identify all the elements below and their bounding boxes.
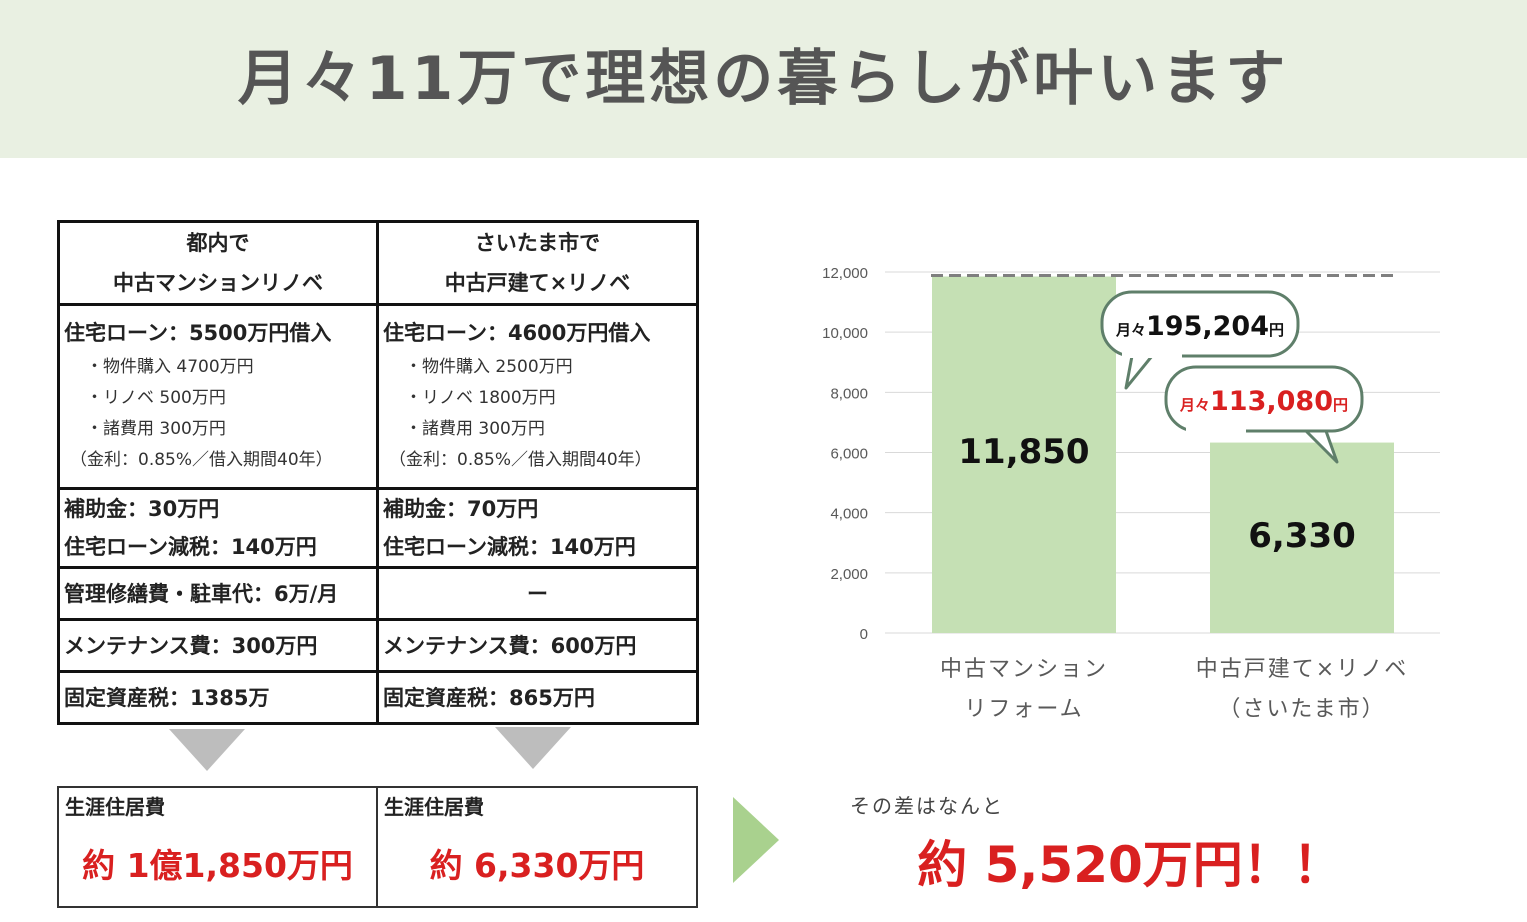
y-tick-label: 4,000: [830, 506, 868, 523]
management-cell: 管理修繕費・駐車代：6万/月: [57, 566, 379, 621]
y-tick-label: 8,000: [830, 385, 868, 402]
lifetime-cost-cell: 生涯住居費 約 6,330万円: [376, 786, 698, 908]
difference-label: その差はなんと: [850, 794, 1004, 818]
callout-bubble: [1164, 365, 1364, 433]
header-line: 中古戸建て×リノベ: [444, 271, 631, 295]
category-label: 中古戸建て×リノベ: [1196, 657, 1408, 682]
callout-tail-mask: [1122, 352, 1182, 358]
maintenance-text: メンテナンス費：600万円: [383, 633, 637, 658]
data-label: 6,330: [1248, 516, 1356, 556]
header-line: 中古マンションリノベ: [113, 271, 323, 295]
y-tick-label: 6,000: [830, 446, 868, 463]
callout-suffix: 円: [1269, 321, 1284, 339]
lifetime-cost-label: 生涯住居費: [65, 795, 165, 819]
maintenance-text: メンテナンス費：300万円: [64, 633, 318, 658]
loan-amount: 住宅ローン：5500万円借入: [64, 321, 332, 345]
subsidy-text: 補助金：70万円: [383, 497, 539, 521]
category-label: （さいたま市）: [1218, 697, 1385, 722]
management-text: 管理修繕費・駐車代：6万/月: [64, 581, 339, 606]
lifetime-cost-value: 約 1億1,850万円: [82, 846, 353, 885]
bar: [932, 276, 1116, 633]
loan-row: 住宅ローン：5500万円借入 ・物件購入 4700万円 ・リノベ 500万円 ・…: [57, 303, 699, 490]
loan-item: ・諸費用 300万円: [86, 419, 226, 439]
loan-item: ・物件購入 2500万円: [405, 357, 573, 377]
loan-cell: 住宅ローン：4600万円借入 ・物件購入 2500万円 ・リノベ 1800万円 …: [376, 303, 699, 490]
column-header-saitama: さいたま市で 中古戸建て×リノベ: [376, 220, 699, 306]
page-title: 月々11万で理想の暮らしが叶います: [237, 44, 1290, 114]
management-cell: ー: [376, 566, 699, 621]
subsidy-text: 補助金：30万円: [64, 497, 220, 521]
management-row: 管理修繕費・駐車代：6万/月 ー: [57, 566, 699, 621]
tax-cut-text: 住宅ローン減税：140万円: [383, 535, 636, 559]
lifetime-cost-value: 約 6,330万円: [429, 846, 645, 885]
lifetime-cost-cell: 生涯住居費 約 1億1,850万円: [57, 786, 378, 908]
maintenance-cell: メンテナンス費：600万円: [376, 618, 699, 673]
loan-item: ・リノベ 1800万円: [405, 388, 556, 408]
maintenance-row: メンテナンス費：300万円 メンテナンス費：600万円: [57, 618, 699, 673]
column-header-tokyo: 都内で 中古マンションリノベ: [57, 220, 379, 306]
table-header-row: 都内で 中古マンションリノベ さいたま市で 中古戸建て×リノベ: [57, 220, 699, 306]
callout-prefix: 月々: [1179, 396, 1210, 414]
callout-prefix: 月々: [1115, 321, 1146, 339]
loan-item: ・諸費用 300万円: [405, 419, 545, 439]
down-arrow-icon: [169, 729, 245, 771]
callout-value: 113,080: [1210, 386, 1333, 417]
cost-bar-chart: 0 2,000 4,000 6,000 8,000 10,000 12,000 11,850 6…: [822, 265, 1440, 722]
property-tax-row: 固定資産税：1385万 固定資産税：865万円: [57, 670, 699, 725]
right-arrow-icon: [733, 797, 779, 883]
bar: [1210, 442, 1394, 633]
callout-tail: [1124, 354, 1154, 390]
callout-bubble: [1100, 290, 1300, 358]
lifetime-cost-label: 生涯住居費: [384, 795, 484, 819]
management-text: ー: [527, 581, 548, 606]
loan-item: ・リノベ 500万円: [86, 388, 226, 408]
category-label: 中古マンション: [940, 657, 1108, 682]
loan-amount: 住宅ローン：4600万円借入: [383, 321, 651, 345]
difference-value: 約 5,520万円！！: [917, 836, 1343, 894]
property-tax-text: 固定資産税：865万円: [383, 685, 595, 710]
loan-rate-note: （金利：0.85%／借入期間40年）: [389, 450, 652, 470]
maintenance-cell: メンテナンス費：300万円: [57, 618, 379, 673]
callout-text: 月々195,204円: [1115, 311, 1284, 342]
loan-item: ・物件購入 4700万円: [86, 357, 254, 377]
y-tick-label: 12,000: [822, 265, 868, 282]
y-tick-label: 10,000: [822, 325, 868, 342]
property-tax-cell: 固定資産税：865万円: [376, 670, 699, 725]
subsidy-cell: 補助金：30万円 住宅ローン減税：140万円: [57, 487, 379, 569]
header-banner: 月々11万で理想の暮らしが叶います: [0, 0, 1527, 158]
data-label: 11,850: [958, 432, 1089, 472]
loan-cell: 住宅ローン：5500万円借入 ・物件購入 4700万円 ・リノベ 500万円 ・…: [57, 303, 379, 490]
header-line: 都内で: [186, 231, 250, 255]
lifetime-cost-table: 生涯住居費 約 1億1,850万円 生涯住居費 約 6,330万円: [57, 786, 698, 908]
callout-suffix: 円: [1333, 396, 1348, 414]
callout-tail-mask: [1186, 427, 1246, 433]
loan-rate-note: （金利：0.85%／借入期間40年）: [70, 450, 333, 470]
comparison-table: 都内で 中古マンションリノベ さいたま市で 中古戸建て×リノベ 住宅ローン：55…: [57, 220, 699, 725]
property-tax-text: 固定資産税：1385万: [64, 685, 270, 710]
y-tick-label: 2,000: [830, 566, 868, 583]
callout-tail: [1304, 429, 1339, 464]
callout-value: 195,204: [1146, 311, 1269, 342]
tax-cut-text: 住宅ローン減税：140万円: [64, 535, 317, 559]
down-arrow-icon: [495, 727, 571, 769]
category-label: リフォーム: [964, 697, 1083, 722]
lifetime-cost-row: 生涯住居費 約 1億1,850万円 生涯住居費 約 6,330万円: [57, 786, 698, 908]
subsidy-row: 補助金：30万円 住宅ローン減税：140万円 補助金：70万円 住宅ローン減税：…: [57, 487, 699, 569]
property-tax-cell: 固定資産税：1385万: [57, 670, 379, 725]
header-line: さいたま市で: [474, 231, 601, 255]
y-tick-label: 0: [860, 626, 868, 643]
subsidy-cell: 補助金：70万円 住宅ローン減税：140万円: [376, 487, 699, 569]
callout-text: 月々113,080円: [1179, 386, 1348, 417]
